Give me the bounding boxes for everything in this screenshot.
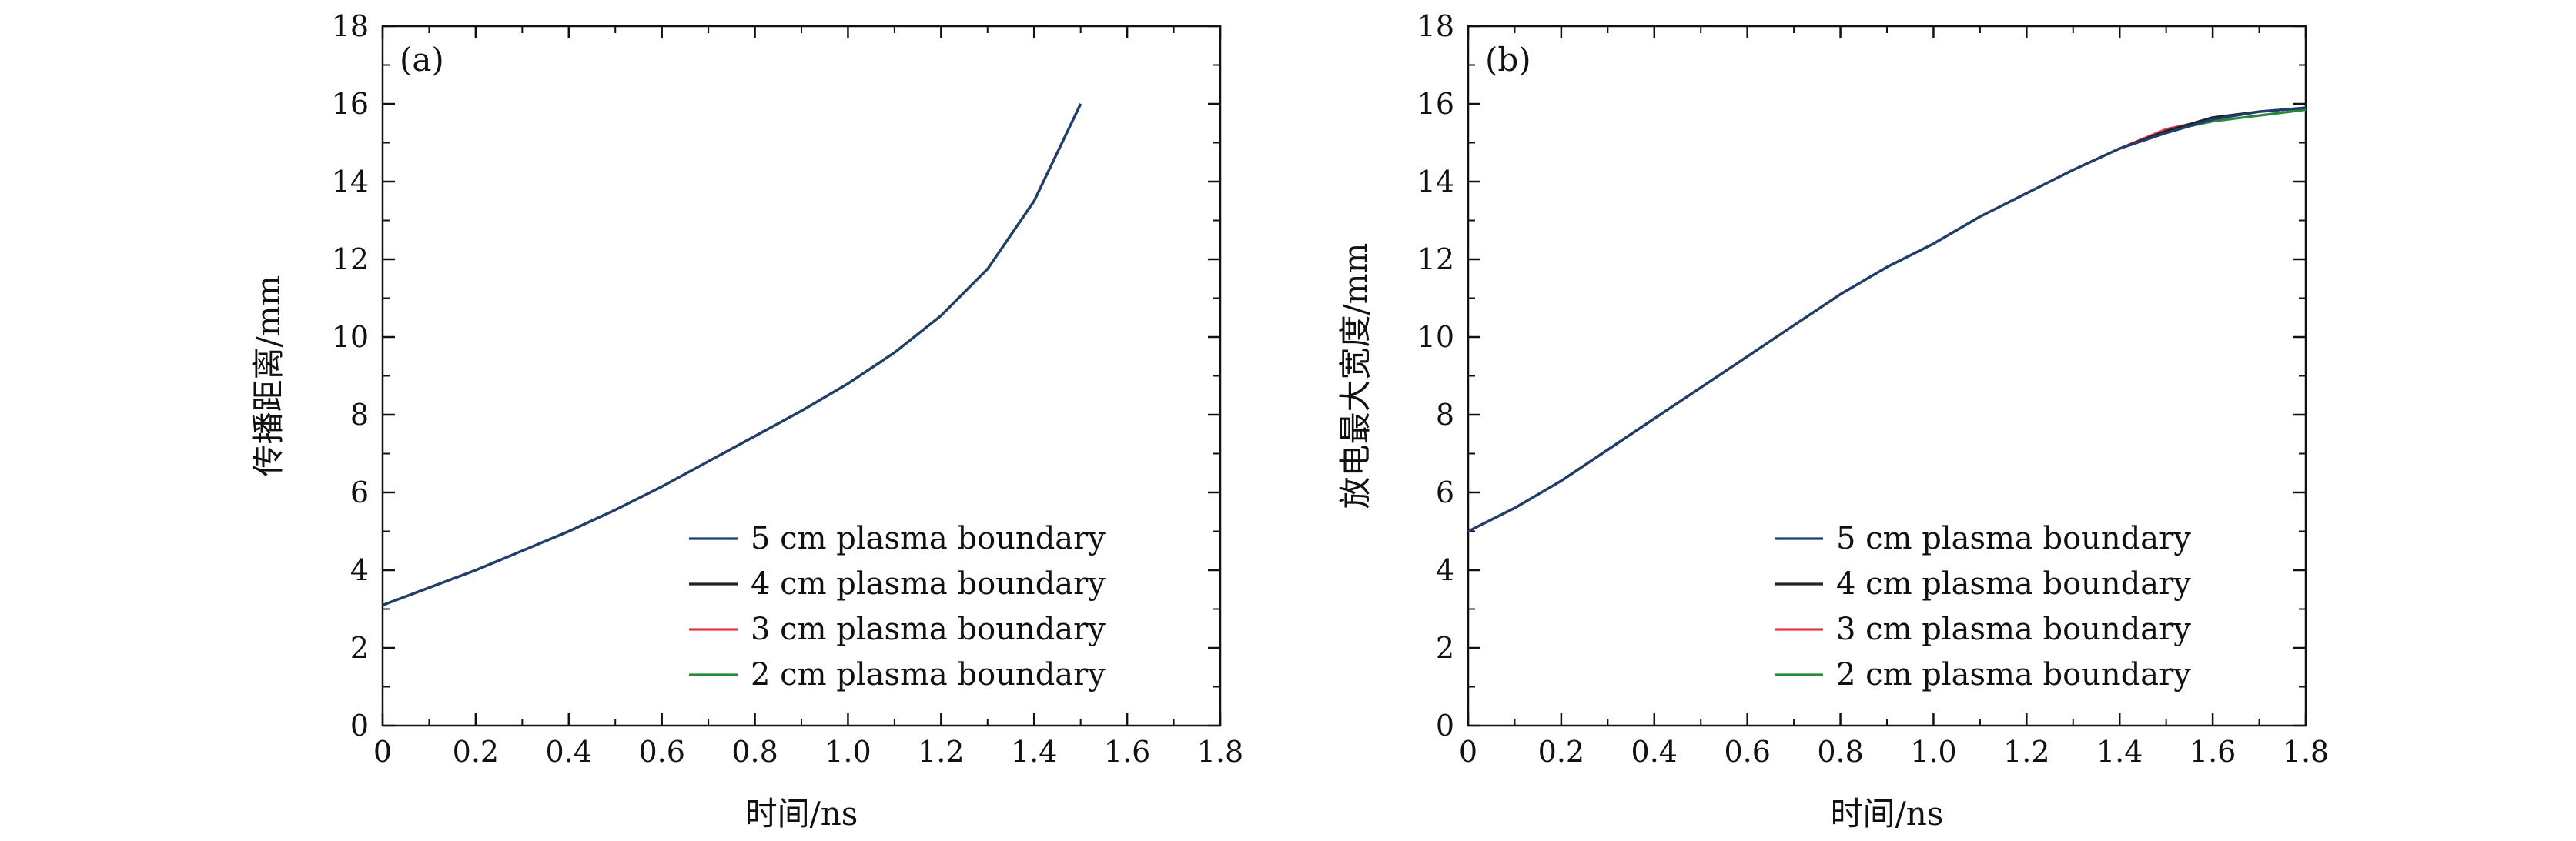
y-tick-label: 6 (350, 476, 369, 509)
y-tick-label: 4 (1436, 553, 1454, 587)
x-tick-label: 0.2 (453, 735, 499, 769)
y-tick-label: 18 (332, 9, 369, 43)
y-tick-label: 18 (1417, 9, 1454, 43)
y-tick-label: 0 (350, 709, 369, 743)
y-tick-label: 4 (350, 553, 369, 587)
y-axis-title: 传播距离/mm (249, 275, 287, 477)
y-tick-label: 12 (1417, 242, 1454, 276)
y-tick-label: 16 (1417, 87, 1454, 121)
y-tick-label: 12 (332, 242, 369, 276)
x-tick-label: 0.4 (546, 735, 592, 769)
x-tick-label: 0.2 (1538, 735, 1584, 769)
legend-entry: 3 cm plasma boundary (1836, 612, 2191, 647)
x-tick-label: 1.8 (2283, 735, 2329, 769)
x-axis-title: 时间/ns (1831, 795, 1944, 833)
series-line-3cm (1467, 106, 2307, 532)
series-line-5cm (1467, 106, 2307, 532)
legend-entry: 4 cm plasma boundary (1836, 566, 2191, 602)
legend-entry: 5 cm plasma boundary (1836, 521, 2191, 556)
chart-panel-b: 0 0.2 0.4 0.6 0.8 1.0 1.2 1.4 1.6 1.8 0 2 4 6 8 10 12 14 1… (1337, 9, 2329, 833)
x-tick-label: 1.2 (2003, 735, 2049, 769)
x-tick-label: 0.8 (1817, 735, 1863, 769)
x-tick-label: 0 (373, 735, 392, 769)
x-tick-label: 1.8 (1197, 735, 1243, 769)
x-tick-label: 1.4 (2096, 735, 2143, 769)
y-tick-label: 14 (332, 165, 369, 199)
x-tick-label: 1.2 (918, 735, 964, 769)
legend-entry: 2 cm plasma boundary (1836, 657, 2191, 692)
y-tick-label: 0 (1436, 709, 1454, 743)
chart-panel-a: 0 0.2 0.4 0.6 0.8 1.0 1.2 1.4 1.6 1.8 0 2 4 6 8 10 12 14 1… (249, 9, 1243, 833)
series-line-2cm (1467, 108, 2307, 532)
legend-entry: 3 cm plasma boundary (751, 612, 1106, 647)
series-line-4cm (1467, 106, 2307, 532)
y-tick-label: 8 (350, 398, 369, 432)
y-tick-label: 10 (332, 320, 369, 354)
x-tick-label: 0.8 (731, 735, 778, 769)
y-tick-label: 2 (1436, 631, 1454, 665)
x-tick-label: 0.4 (1631, 735, 1678, 769)
y-tick-label: 14 (1417, 165, 1454, 199)
y-axis-title: 放电最大宽度/mm (1337, 243, 1374, 509)
x-tick-label: 1.6 (1104, 735, 1150, 769)
panel-label: (b) (1485, 41, 1531, 78)
x-tick-label: 1.6 (2190, 735, 2236, 769)
legend-entry: 2 cm plasma boundary (751, 657, 1106, 692)
y-tick-label: 8 (1436, 398, 1454, 432)
x-tick-label: 1.0 (825, 735, 871, 769)
x-tick-label: 0 (1459, 735, 1477, 769)
y-tick-label: 16 (332, 87, 369, 121)
y-tick-label: 2 (350, 631, 369, 665)
x-tick-label: 1.4 (1011, 735, 1057, 769)
panel-label: (a) (400, 41, 444, 78)
x-axis-title: 时间/ns (745, 795, 858, 833)
legend-entry: 5 cm plasma boundary (751, 521, 1106, 556)
y-tick-label: 6 (1436, 476, 1454, 509)
legend-entry: 4 cm plasma boundary (751, 566, 1106, 602)
y-tick-label: 10 (1417, 320, 1454, 354)
x-tick-label: 0.6 (638, 735, 684, 769)
x-tick-label: 0.6 (1724, 735, 1770, 769)
x-tick-label: 1.0 (1910, 735, 1956, 769)
series-line-5cm (382, 103, 1082, 606)
